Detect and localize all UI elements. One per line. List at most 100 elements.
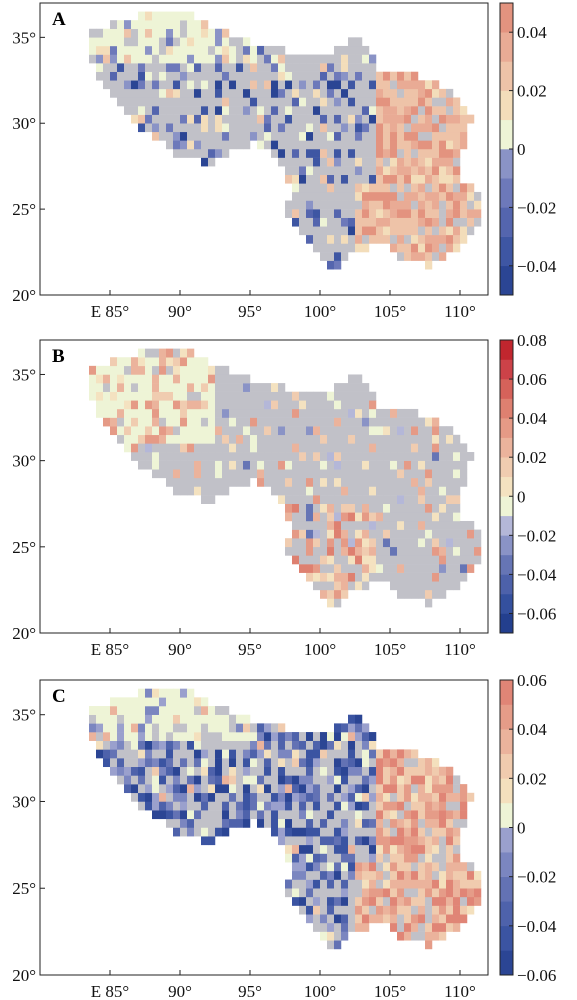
y-tick-label: 25°	[12, 879, 36, 898]
map-cell	[320, 426, 328, 436]
map-cell	[278, 408, 286, 418]
map-cell	[313, 209, 321, 218]
map-cell	[376, 452, 384, 461]
map-cell	[187, 792, 195, 802]
map-cell	[334, 234, 342, 244]
map-cell	[131, 723, 139, 733]
map-cell	[425, 252, 433, 261]
map-cell	[299, 417, 307, 427]
x-tick-label: 95°	[238, 302, 262, 321]
map-cell	[313, 758, 321, 768]
map-cell	[467, 896, 475, 906]
colorbar-tick-label: −0.02	[517, 526, 556, 545]
map-cell	[390, 555, 398, 565]
colorbar-frame	[499, 339, 514, 634]
map-cell	[362, 400, 370, 410]
map-cell	[411, 538, 419, 548]
map-cell	[383, 512, 391, 522]
map-cell	[418, 183, 426, 193]
map-cell	[453, 520, 461, 530]
map-cell	[404, 234, 412, 244]
map-cell	[334, 598, 342, 608]
map-cell	[334, 801, 342, 811]
map-cell	[439, 914, 447, 924]
colorbar-tick-label: 0.04	[517, 720, 547, 739]
map-cell	[439, 827, 447, 837]
map-cell	[250, 784, 258, 794]
map-cell	[152, 11, 160, 21]
map-cell	[89, 714, 97, 724]
map-cell	[166, 775, 174, 785]
map-cell	[376, 477, 384, 487]
map-cell	[292, 63, 300, 72]
colorbar-swatch	[500, 476, 513, 497]
map-cell	[334, 827, 342, 837]
map-cell	[327, 123, 335, 133]
map-cell	[229, 723, 237, 733]
map-cell	[278, 766, 286, 776]
colorbar-tick-label: 0.04	[517, 23, 547, 42]
map-cell	[474, 191, 482, 201]
map-cell	[138, 801, 146, 811]
map-cell	[439, 818, 447, 828]
map-cell	[376, 131, 384, 141]
map-cell	[201, 63, 209, 72]
map-cell	[467, 183, 475, 193]
map-cell	[439, 443, 447, 453]
map-cell	[306, 63, 314, 72]
map-cell	[376, 469, 384, 479]
map-cell	[110, 697, 118, 707]
map-cell	[264, 131, 272, 141]
map-cell	[229, 71, 237, 81]
map-cell	[257, 97, 265, 107]
map-cell	[89, 374, 97, 384]
map-cell	[425, 417, 433, 427]
map-cell	[89, 723, 97, 733]
map-cell	[327, 740, 335, 750]
map-cell	[131, 106, 139, 115]
map-cell	[383, 529, 391, 539]
map-cell	[432, 888, 440, 898]
map-cell	[138, 88, 146, 98]
map-cell	[131, 766, 139, 776]
map-cell	[271, 106, 279, 115]
map-cell	[194, 477, 202, 487]
map-cell	[327, 538, 335, 548]
map-cell	[222, 818, 230, 828]
map-cell	[425, 896, 433, 906]
map-cell	[467, 200, 475, 210]
map-cell	[460, 564, 468, 573]
map-cell	[173, 740, 181, 750]
colorbar-tick-label: 0	[517, 487, 526, 506]
map-cell	[334, 784, 342, 794]
map-cell	[152, 97, 160, 107]
map-cell	[369, 200, 377, 210]
map-cell	[292, 546, 300, 556]
map-cell	[383, 870, 391, 880]
map-cell	[355, 758, 363, 768]
colorbar-swatch	[500, 613, 513, 634]
map-cell	[166, 723, 174, 733]
map-cell	[222, 758, 230, 768]
map-cell	[404, 914, 412, 924]
map-cell	[411, 157, 419, 167]
map-cell	[110, 758, 118, 768]
map-cell	[110, 28, 118, 38]
map-cell	[145, 88, 153, 98]
map-cell	[425, 914, 433, 924]
map-cell	[194, 784, 202, 794]
map-cell	[159, 417, 167, 427]
map-cell	[236, 63, 244, 72]
map-cell	[201, 45, 209, 55]
map-cell	[425, 758, 433, 768]
map-cell	[411, 477, 419, 487]
map-cell	[439, 931, 447, 941]
map-cell	[257, 469, 265, 479]
map-cell	[313, 879, 321, 889]
map-cell	[117, 357, 125, 367]
map-cell	[320, 931, 328, 941]
map-cell	[110, 408, 118, 418]
map-cell	[348, 200, 356, 210]
map-cell	[404, 520, 412, 530]
map-cell	[355, 174, 363, 184]
